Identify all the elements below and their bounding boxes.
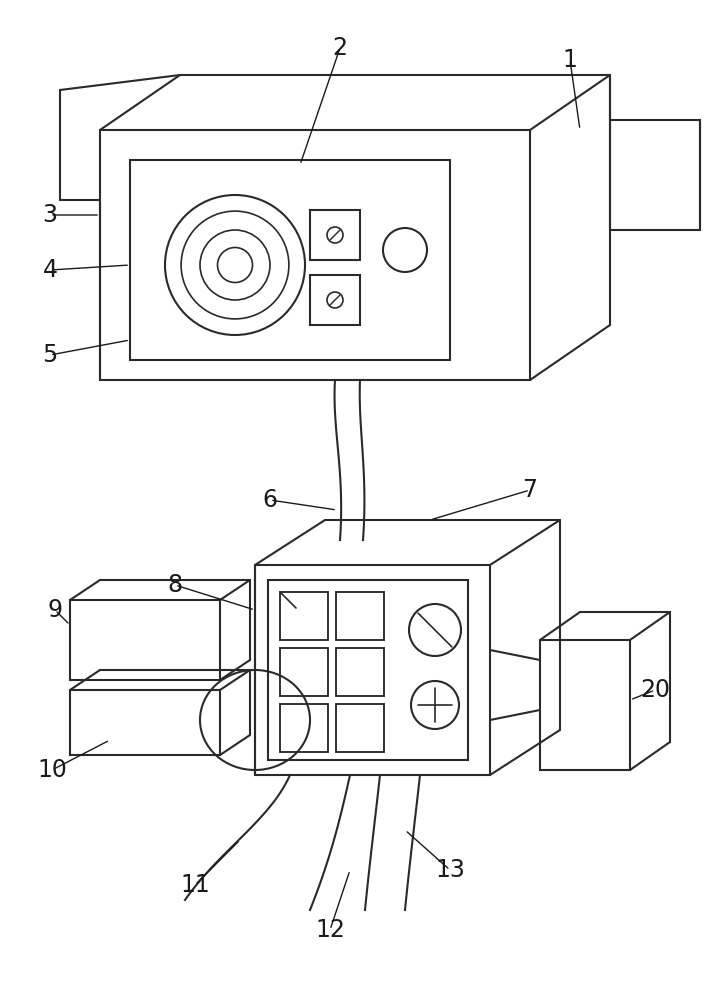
- Bar: [310, 275, 360, 325]
- Bar: [280, 648, 328, 696]
- Bar: [336, 592, 384, 640]
- Bar: [255, 565, 490, 775]
- Bar: [70, 690, 220, 755]
- Text: 20: 20: [640, 678, 670, 702]
- Text: 1: 1: [563, 48, 577, 72]
- Text: 6: 6: [262, 488, 278, 512]
- Text: 8: 8: [168, 573, 183, 597]
- Text: 5: 5: [42, 343, 58, 367]
- Text: 3: 3: [42, 203, 58, 227]
- Bar: [540, 640, 630, 770]
- Text: 11: 11: [180, 873, 210, 897]
- Text: 10: 10: [37, 758, 67, 782]
- Bar: [310, 210, 360, 260]
- Bar: [280, 592, 328, 640]
- Bar: [70, 600, 220, 680]
- Text: 4: 4: [42, 258, 58, 282]
- Bar: [336, 704, 384, 752]
- Text: 13: 13: [435, 858, 465, 882]
- Text: 7: 7: [522, 478, 537, 502]
- Text: 2: 2: [333, 36, 348, 60]
- Bar: [610, 120, 700, 230]
- Bar: [130, 160, 450, 360]
- Bar: [100, 130, 530, 380]
- Bar: [280, 704, 328, 752]
- Text: 9: 9: [47, 598, 63, 622]
- Text: 12: 12: [315, 918, 345, 942]
- Bar: [336, 648, 384, 696]
- Bar: [268, 580, 468, 760]
